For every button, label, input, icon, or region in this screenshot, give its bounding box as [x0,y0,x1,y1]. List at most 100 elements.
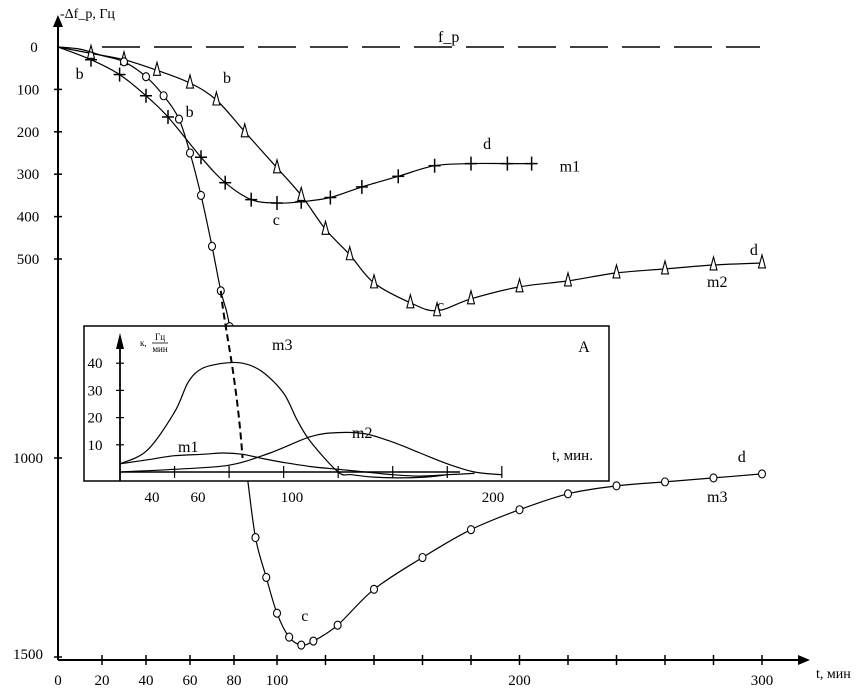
inset-series-label-m2: m2 [352,425,372,442]
triangle-marker [515,276,524,293]
reference-line-label: f_р [438,29,459,46]
series-m3 [57,46,767,650]
circle-marker [262,572,271,582]
circle-marker [297,640,306,650]
x-axis-arrow [798,655,810,665]
inset-y-axis-title-prefix: к, [140,338,147,348]
inset-frame [83,325,610,482]
inset-series-line-m3 [119,361,448,479]
circle-marker [418,552,427,563]
inset-chart: 10 20 30 40 40 60 100 200 At, мин. к, Гц мин m1 m2 m3 [83,290,610,506]
inset-x-tick-label: 100 [281,490,304,506]
circle-marker [196,190,206,200]
y-tick-label: 100 [17,82,40,98]
triangle-marker [466,288,476,305]
triangle-marker [563,270,573,287]
triangle-marker [152,60,162,76]
circle-marker [660,477,670,487]
triangle-marker [757,252,767,269]
inset-y-tick-label: 40 [88,356,103,372]
point-annotation-c: c [437,298,444,315]
circle-marker [333,620,342,630]
circle-marker [515,505,524,515]
circle-marker [563,489,573,499]
circle-marker [119,57,129,67]
series-label-m3: m3 [707,489,727,506]
inset-x-axis-title: t, мин. [552,448,593,464]
inset-series-line-m1 [119,452,475,477]
inset-series-label-m1: m1 [178,439,198,456]
inset-x-tick-label: 200 [482,490,505,506]
x-tick-label: 0 [54,673,62,688]
series-label-m2: m2 [707,274,727,291]
triangle-marker [432,300,442,317]
inset-y-tick-label: 20 [88,411,103,427]
x-tick-label: 100 [266,673,289,688]
series-m2 [57,43,767,317]
point-annotation-b: b [186,104,194,121]
inset-panel-label: A [578,339,590,356]
y-axis-arrow [53,15,63,27]
x-tick-label: 20 [95,673,110,688]
triangle-marker [272,157,282,174]
y-tick-label: 1000 [13,451,43,467]
point-annotation-d: d [483,136,491,153]
circle-marker [159,91,168,101]
circle-marker [369,584,379,594]
y-tick-label: 1500 [13,647,43,663]
circle-marker [185,148,195,158]
circle-marker [709,473,718,483]
triangle-marker [709,254,718,271]
circle-marker [174,114,184,124]
series-line-m2 [57,46,763,312]
point-annotation-c: c [301,608,308,625]
point-annotation-d: d [738,449,746,466]
circle-marker [207,241,217,251]
x-tick-label: 200 [508,673,531,688]
annotation-group: m1 m2 m3 b b b c c c d d d [76,66,758,625]
inset-y-axis-title-num: Гц [155,332,165,342]
circle-marker [309,636,318,646]
inset-x-tick-label: 60 [191,490,206,506]
reference-line-group: f_р [102,29,760,48]
triangle-marker [345,244,354,261]
x-tick-label: 80 [227,673,242,688]
inset-x-tick-label: 40 [145,490,160,506]
series-line-m1 [57,46,532,204]
point-annotation-d: d [750,242,758,259]
inset-series-label-m3: m3 [272,337,292,354]
x-tick-label: 300 [751,673,774,688]
x-tick-label: 60 [183,673,198,688]
y-tick-label: 300 [17,167,40,183]
inset-y-tick-label: 30 [88,383,103,399]
y-tick-label: 0 [30,40,38,56]
triangle-marker [406,292,415,309]
triangle-marker [240,121,249,138]
series-m3-hidden-segment [219,290,244,459]
main-axes: -Δf_р, Гц t, мин 0 100 200 300 400 500 1000 1500 0… [13,7,851,689]
triangle-marker [321,219,330,235]
triangle-marker [612,262,621,279]
circle-marker [272,608,282,618]
circle-marker [612,481,621,491]
series-label-m1: m1 [560,159,580,176]
triangle-marker [660,258,670,275]
triangle-marker [185,72,195,89]
series-m1 [57,46,538,211]
inset-series-line-m2 [119,431,502,476]
circle-marker [285,632,294,642]
y-tick-label: 400 [17,210,40,226]
x-axis-title: t, мин [816,667,851,682]
circle-marker [251,533,260,543]
y-tick-label: 500 [17,252,40,268]
circle-marker [466,525,476,535]
inset-y-axis-arrow [116,333,124,349]
series-group [57,43,767,650]
inset-y-tick-label: 10 [88,438,103,454]
point-annotation-b: b [76,66,84,83]
y-axis-title: -Δf_р, Гц [60,7,115,22]
inset-y-axis-title-den: мин [152,344,168,354]
triangle-marker [369,272,379,289]
